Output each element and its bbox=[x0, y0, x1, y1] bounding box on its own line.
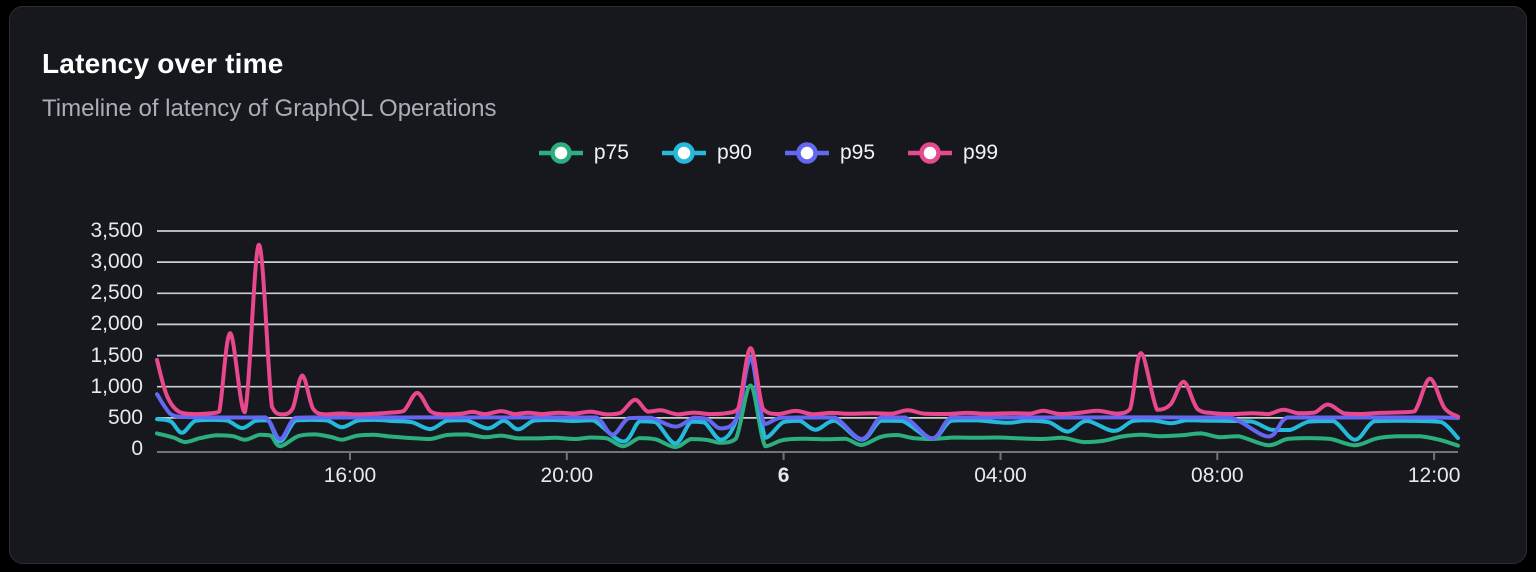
legend-item-p75[interactable]: p75 bbox=[538, 140, 629, 166]
y-tick-label: 0 bbox=[131, 437, 143, 460]
x-tick-label: 12:00 bbox=[1407, 464, 1461, 487]
x-tick-label: 16:00 bbox=[323, 464, 377, 487]
x-tick-label: 08:00 bbox=[1191, 464, 1244, 487]
x-tick-label: 04:00 bbox=[974, 464, 1027, 487]
chart-legend: p75 p90 p95 p99 bbox=[0, 137, 1536, 169]
p95-line-marker-icon bbox=[785, 142, 829, 164]
y-tick-label: 2,000 bbox=[90, 312, 143, 336]
panel-title: Latency over time bbox=[42, 48, 284, 79]
x-tick-label: 20:00 bbox=[540, 464, 594, 487]
y-tick-label: 2,500 bbox=[90, 281, 143, 305]
p75-line-marker-icon bbox=[538, 142, 583, 164]
y-tick-label: 500 bbox=[107, 405, 143, 429]
p90-line-marker-icon bbox=[661, 142, 706, 164]
x-tick-label: 6 bbox=[777, 464, 790, 487]
legend-label-p95: p95 bbox=[840, 141, 876, 164]
y-tick-label: 3,000 bbox=[90, 250, 143, 274]
legend-label-p75: p75 bbox=[593, 141, 629, 164]
panel-subtitle: Timeline of latency of GraphQL Operation… bbox=[42, 95, 497, 122]
legend-item-p90[interactable]: p90 bbox=[661, 140, 752, 166]
p99-line-marker-icon bbox=[908, 142, 953, 164]
legend-item-p95[interactable]: p95 bbox=[784, 140, 875, 166]
legend-label-p99: p99 bbox=[963, 141, 999, 164]
legend-label-p90: p90 bbox=[716, 141, 752, 164]
y-tick-label: 1,000 bbox=[90, 374, 143, 398]
legend-item-p99[interactable]: p99 bbox=[907, 140, 998, 166]
y-tick-label: 3,500 bbox=[90, 219, 143, 242]
y-tick-label: 1,500 bbox=[90, 343, 143, 367]
